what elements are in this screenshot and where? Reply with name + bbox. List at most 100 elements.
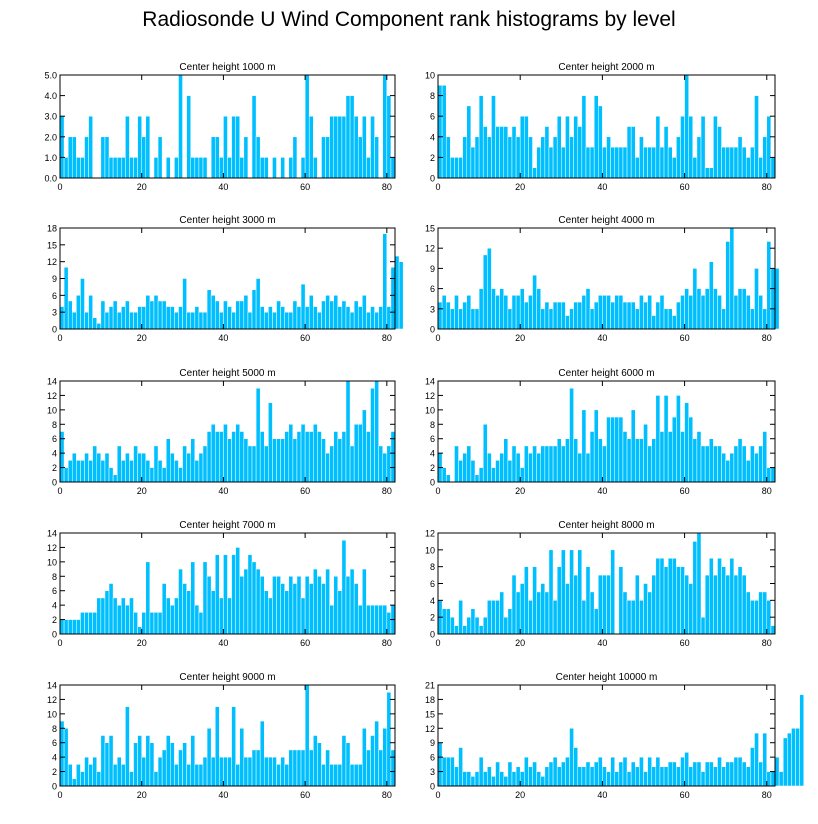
bar xyxy=(626,438,632,483)
bar xyxy=(239,431,245,483)
bar xyxy=(67,764,73,787)
bar xyxy=(441,295,447,330)
bar xyxy=(357,306,363,330)
bar xyxy=(366,431,371,483)
bar xyxy=(194,460,200,483)
bar xyxy=(129,597,134,635)
bar xyxy=(374,136,379,179)
bar xyxy=(84,136,89,179)
bar xyxy=(378,749,383,787)
bar xyxy=(610,301,615,330)
bar xyxy=(239,576,245,635)
bar xyxy=(445,136,451,179)
bar xyxy=(655,558,661,635)
bar xyxy=(268,597,273,635)
bar xyxy=(243,295,249,330)
bar xyxy=(186,95,191,179)
x-tick-label: 0 xyxy=(435,182,440,192)
x-tick-label: 0 xyxy=(57,182,62,192)
bar xyxy=(725,146,731,179)
bar xyxy=(337,764,343,787)
bar xyxy=(515,295,521,330)
y-tick-label: 18 xyxy=(47,224,57,234)
x-tick-label: 0 xyxy=(435,638,440,648)
bar xyxy=(121,157,126,179)
bar xyxy=(700,771,706,787)
bar xyxy=(532,761,537,787)
bar xyxy=(598,574,603,635)
bar xyxy=(659,766,665,787)
bar xyxy=(569,136,574,179)
bar xyxy=(487,600,492,635)
bar xyxy=(337,306,343,330)
bar xyxy=(598,295,603,330)
bar xyxy=(141,136,147,179)
bar xyxy=(308,749,314,787)
bar xyxy=(333,115,339,179)
bar xyxy=(210,136,216,179)
bar xyxy=(333,576,339,635)
bar xyxy=(59,115,65,179)
bar xyxy=(663,308,669,330)
bar xyxy=(325,136,330,179)
plot-frame xyxy=(59,380,396,483)
bar xyxy=(717,126,722,179)
bar xyxy=(145,460,151,483)
bar xyxy=(548,445,554,483)
bar xyxy=(259,157,265,179)
bar xyxy=(729,761,735,787)
y-tick-label: 4 xyxy=(52,753,57,763)
chart-title: Center height 8000 m xyxy=(558,520,654,531)
bar xyxy=(692,761,698,787)
bar xyxy=(585,452,591,483)
bar xyxy=(276,438,281,483)
bar xyxy=(729,227,735,330)
bar xyxy=(688,583,694,635)
bar xyxy=(606,771,611,787)
bar xyxy=(647,591,652,635)
bar xyxy=(145,295,151,330)
bar xyxy=(243,136,249,179)
bar xyxy=(231,706,236,787)
plot-frame xyxy=(59,532,396,635)
bar xyxy=(692,157,698,179)
y-tick-label: 5.0 xyxy=(44,71,57,81)
bar xyxy=(482,424,488,483)
bar xyxy=(561,761,566,787)
bar xyxy=(548,308,554,330)
bar xyxy=(202,561,208,635)
bar xyxy=(280,306,285,330)
bar xyxy=(713,766,718,787)
bar xyxy=(121,306,126,330)
bar xyxy=(507,761,513,787)
bar xyxy=(157,460,163,483)
y-tick-label: 6 xyxy=(52,738,57,748)
bar xyxy=(67,460,73,483)
bar xyxy=(313,424,318,483)
bar xyxy=(321,300,326,330)
bar xyxy=(333,764,339,787)
bar xyxy=(556,438,562,483)
plot-frame xyxy=(437,227,776,330)
bar xyxy=(72,778,77,787)
x-tick-label: 40 xyxy=(218,486,228,496)
bar xyxy=(651,766,657,787)
bar xyxy=(370,387,375,483)
bar xyxy=(268,306,273,330)
bar xyxy=(161,749,167,787)
bar xyxy=(264,756,269,787)
bar xyxy=(741,288,747,330)
bar xyxy=(116,604,122,635)
chart-title: Center height 2000 m xyxy=(558,62,654,73)
y-tick-label: 2 xyxy=(52,615,57,625)
bar xyxy=(503,295,509,330)
x-tick-label: 0 xyxy=(57,638,62,648)
y-tick-label: 14 xyxy=(425,377,435,387)
bar xyxy=(178,749,183,787)
bar xyxy=(585,761,591,787)
bar xyxy=(672,416,677,483)
bar xyxy=(382,233,388,330)
bar xyxy=(672,558,677,635)
bar xyxy=(515,136,521,179)
